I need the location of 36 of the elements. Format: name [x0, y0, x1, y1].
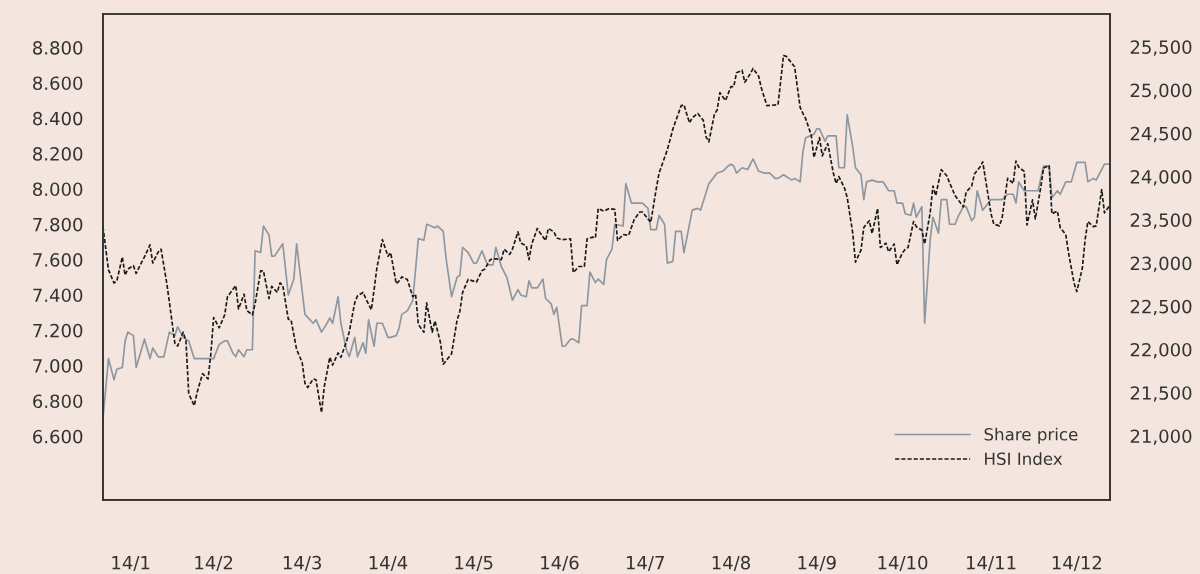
y-tick-label: 7.000: [33, 359, 83, 373]
y-tick-label: 7.800: [33, 217, 83, 232]
y2-tick-label: 23,500: [1130, 213, 1192, 229]
y-tick-label: 7.600: [33, 253, 83, 267]
x-tick-label: 14/4: [369, 556, 408, 571]
legend-label: HSI Index: [985, 452, 1063, 466]
y2-tick-label: 22,500: [1130, 299, 1192, 316]
y2-tick-label: 21,500: [1130, 386, 1192, 402]
x-tick-label: 14/2: [195, 555, 233, 571]
x-tick-label: 14/9: [798, 555, 836, 571]
y-tick-label: 8.600: [33, 76, 83, 91]
y-tick-label: 8.000: [33, 182, 83, 197]
x-tick-label: 14/8: [712, 555, 751, 571]
y-tick-label: 6.600: [33, 429, 83, 444]
y2-tick-label: 22,000: [1130, 342, 1192, 359]
y2-tick-label: 23,000: [1130, 256, 1192, 272]
x-tick-label: 14/5: [455, 556, 493, 571]
x-tick-label: 14/10: [878, 555, 928, 571]
y-tick-label: 6.800: [33, 394, 83, 409]
y-tick-label: 7.400: [33, 288, 83, 303]
y-tick-label: 8.400: [33, 111, 83, 126]
x-tick-label: 14/3: [283, 555, 321, 571]
y2-tick-label: 24,500: [1130, 126, 1192, 143]
y2-tick-label: 24,000: [1130, 170, 1192, 186]
legend-label: Share price: [984, 427, 1078, 444]
y2-tick-label: 21,000: [1130, 429, 1192, 445]
x-tick-label: 14/6: [541, 555, 579, 571]
y2-tick-label: 25,000: [1130, 83, 1192, 100]
x-tick-label: 14/11: [967, 556, 1016, 571]
y-tick-label: 7.200: [33, 323, 83, 338]
x-tick-label: 14/12: [1052, 555, 1102, 571]
x-tick-label: 14/1: [112, 556, 150, 571]
y-tick-label: 8.800: [33, 41, 83, 55]
y2-tick-label: 25,500: [1130, 40, 1192, 56]
y-tick-label: 8.200: [33, 147, 83, 161]
x-tick-label: 14/7: [626, 556, 664, 571]
